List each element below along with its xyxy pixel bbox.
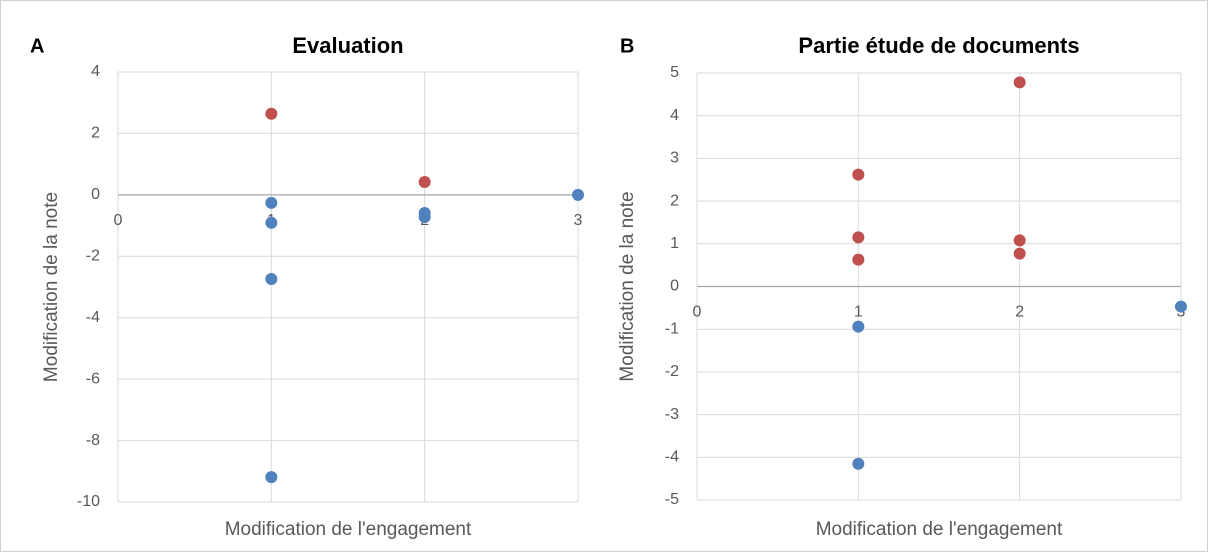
panel-label: B [620,35,634,57]
point [852,231,865,244]
y-tick-label: -6 [86,370,100,387]
y-tick-label: 2 [91,125,100,142]
point [852,253,865,266]
y-tick-label: -4 [665,449,679,466]
point [852,457,865,470]
chart-title: Partie étude de documents [798,33,1079,58]
chart-title: Evaluation [292,33,403,58]
x-axis-title: Modification de l'engagement [225,519,472,540]
y-tick-label: 3 [670,150,679,167]
point [265,471,278,484]
y-tick-label: 0 [91,186,100,203]
y-tick-label: -10 [77,493,100,510]
y-tick-label: 2 [670,192,679,209]
point [265,196,278,209]
x-tick-label: 3 [574,212,583,229]
y-tick-label: -4 [86,309,100,326]
y-tick-label: -3 [665,406,679,423]
point [418,210,431,223]
panel-label: A [30,35,44,57]
y-axis-title: Modification de la note [41,192,62,382]
y-tick-label: -1 [665,320,679,337]
y-tick-label: -2 [86,248,100,265]
y-tick-label: 0 [670,278,679,295]
y-tick-label: -8 [86,432,100,449]
x-axis-title: Modification de l'engagement [816,519,1063,540]
point [852,320,865,333]
point [852,168,865,181]
x-tick-label: 2 [1015,304,1024,321]
point [572,188,584,201]
point [265,107,278,120]
y-tick-label: 1 [670,235,679,252]
point [1013,76,1026,89]
y-tick-label: 5 [670,64,679,81]
point [1175,300,1187,313]
point [418,175,431,188]
point [265,216,278,229]
point [1013,247,1026,260]
y-axis-title: Modification de la note [617,191,638,381]
x-tick-label: 1 [854,304,863,321]
point [265,273,278,286]
x-tick-label: 0 [693,304,702,321]
x-tick-label: 0 [114,212,123,229]
point [1013,234,1026,247]
y-tick-label: -2 [665,363,679,380]
y-tick-label: 4 [91,63,100,80]
y-tick-label: -5 [665,491,679,508]
y-tick-label: 4 [670,107,679,124]
